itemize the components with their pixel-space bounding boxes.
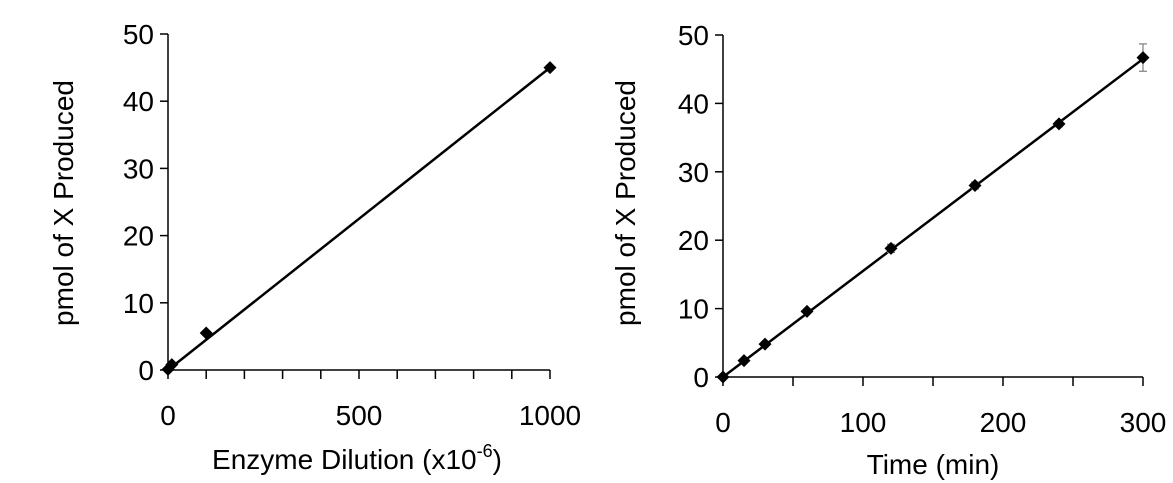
y-tick-label: 50 (123, 19, 154, 50)
y-tick-label: 40 (678, 88, 709, 119)
x-tick-label: 0 (715, 407, 731, 438)
trendline (167, 66, 551, 371)
y-tick-label: 20 (678, 225, 709, 256)
y-axis-label: pmol of X Produced (610, 80, 641, 326)
data-point (800, 304, 814, 318)
y-tick-label: 0 (138, 355, 154, 386)
x-tick-label: 200 (980, 407, 1027, 438)
chart-time-marks: 0 10 20 30 40 50 0 100 200 300 (678, 20, 1167, 438)
x-axis-label: Time (min) (867, 449, 1000, 480)
y-tick-label: 30 (678, 157, 709, 188)
x-tick-label: 1000 (519, 400, 581, 431)
y-tick-label: 10 (123, 288, 154, 319)
data-point (1136, 51, 1150, 65)
trendline (722, 57, 1144, 378)
x-tick-label: 0 (160, 400, 176, 431)
x-tick-label: 100 (840, 407, 887, 438)
x-tick-label: 300 (1120, 407, 1167, 438)
y-tick-label: 30 (123, 153, 154, 184)
chart-time: 0 10 20 30 40 50 0 100 200 300 pmol of X Produced… (610, 20, 1166, 480)
data-point (716, 370, 730, 384)
y-tick-label: 10 (678, 294, 709, 325)
y-tick-label: 20 (123, 221, 154, 252)
data-point (199, 326, 213, 340)
x-axis-label: Enzyme Dilution (x10-6) (212, 441, 502, 475)
data-point (737, 354, 751, 368)
x-tick-label: 500 (336, 400, 383, 431)
y-tick-label: 40 (123, 86, 154, 117)
y-tick-label: 50 (678, 20, 709, 51)
data-point (1052, 117, 1066, 131)
data-point (884, 241, 898, 255)
data-point (165, 358, 179, 372)
data-point (758, 337, 772, 351)
y-tick-label: 0 (693, 362, 709, 393)
data-point (968, 178, 982, 192)
data-point (543, 61, 557, 75)
y-axis-label: pmol of X Produced (48, 80, 79, 326)
